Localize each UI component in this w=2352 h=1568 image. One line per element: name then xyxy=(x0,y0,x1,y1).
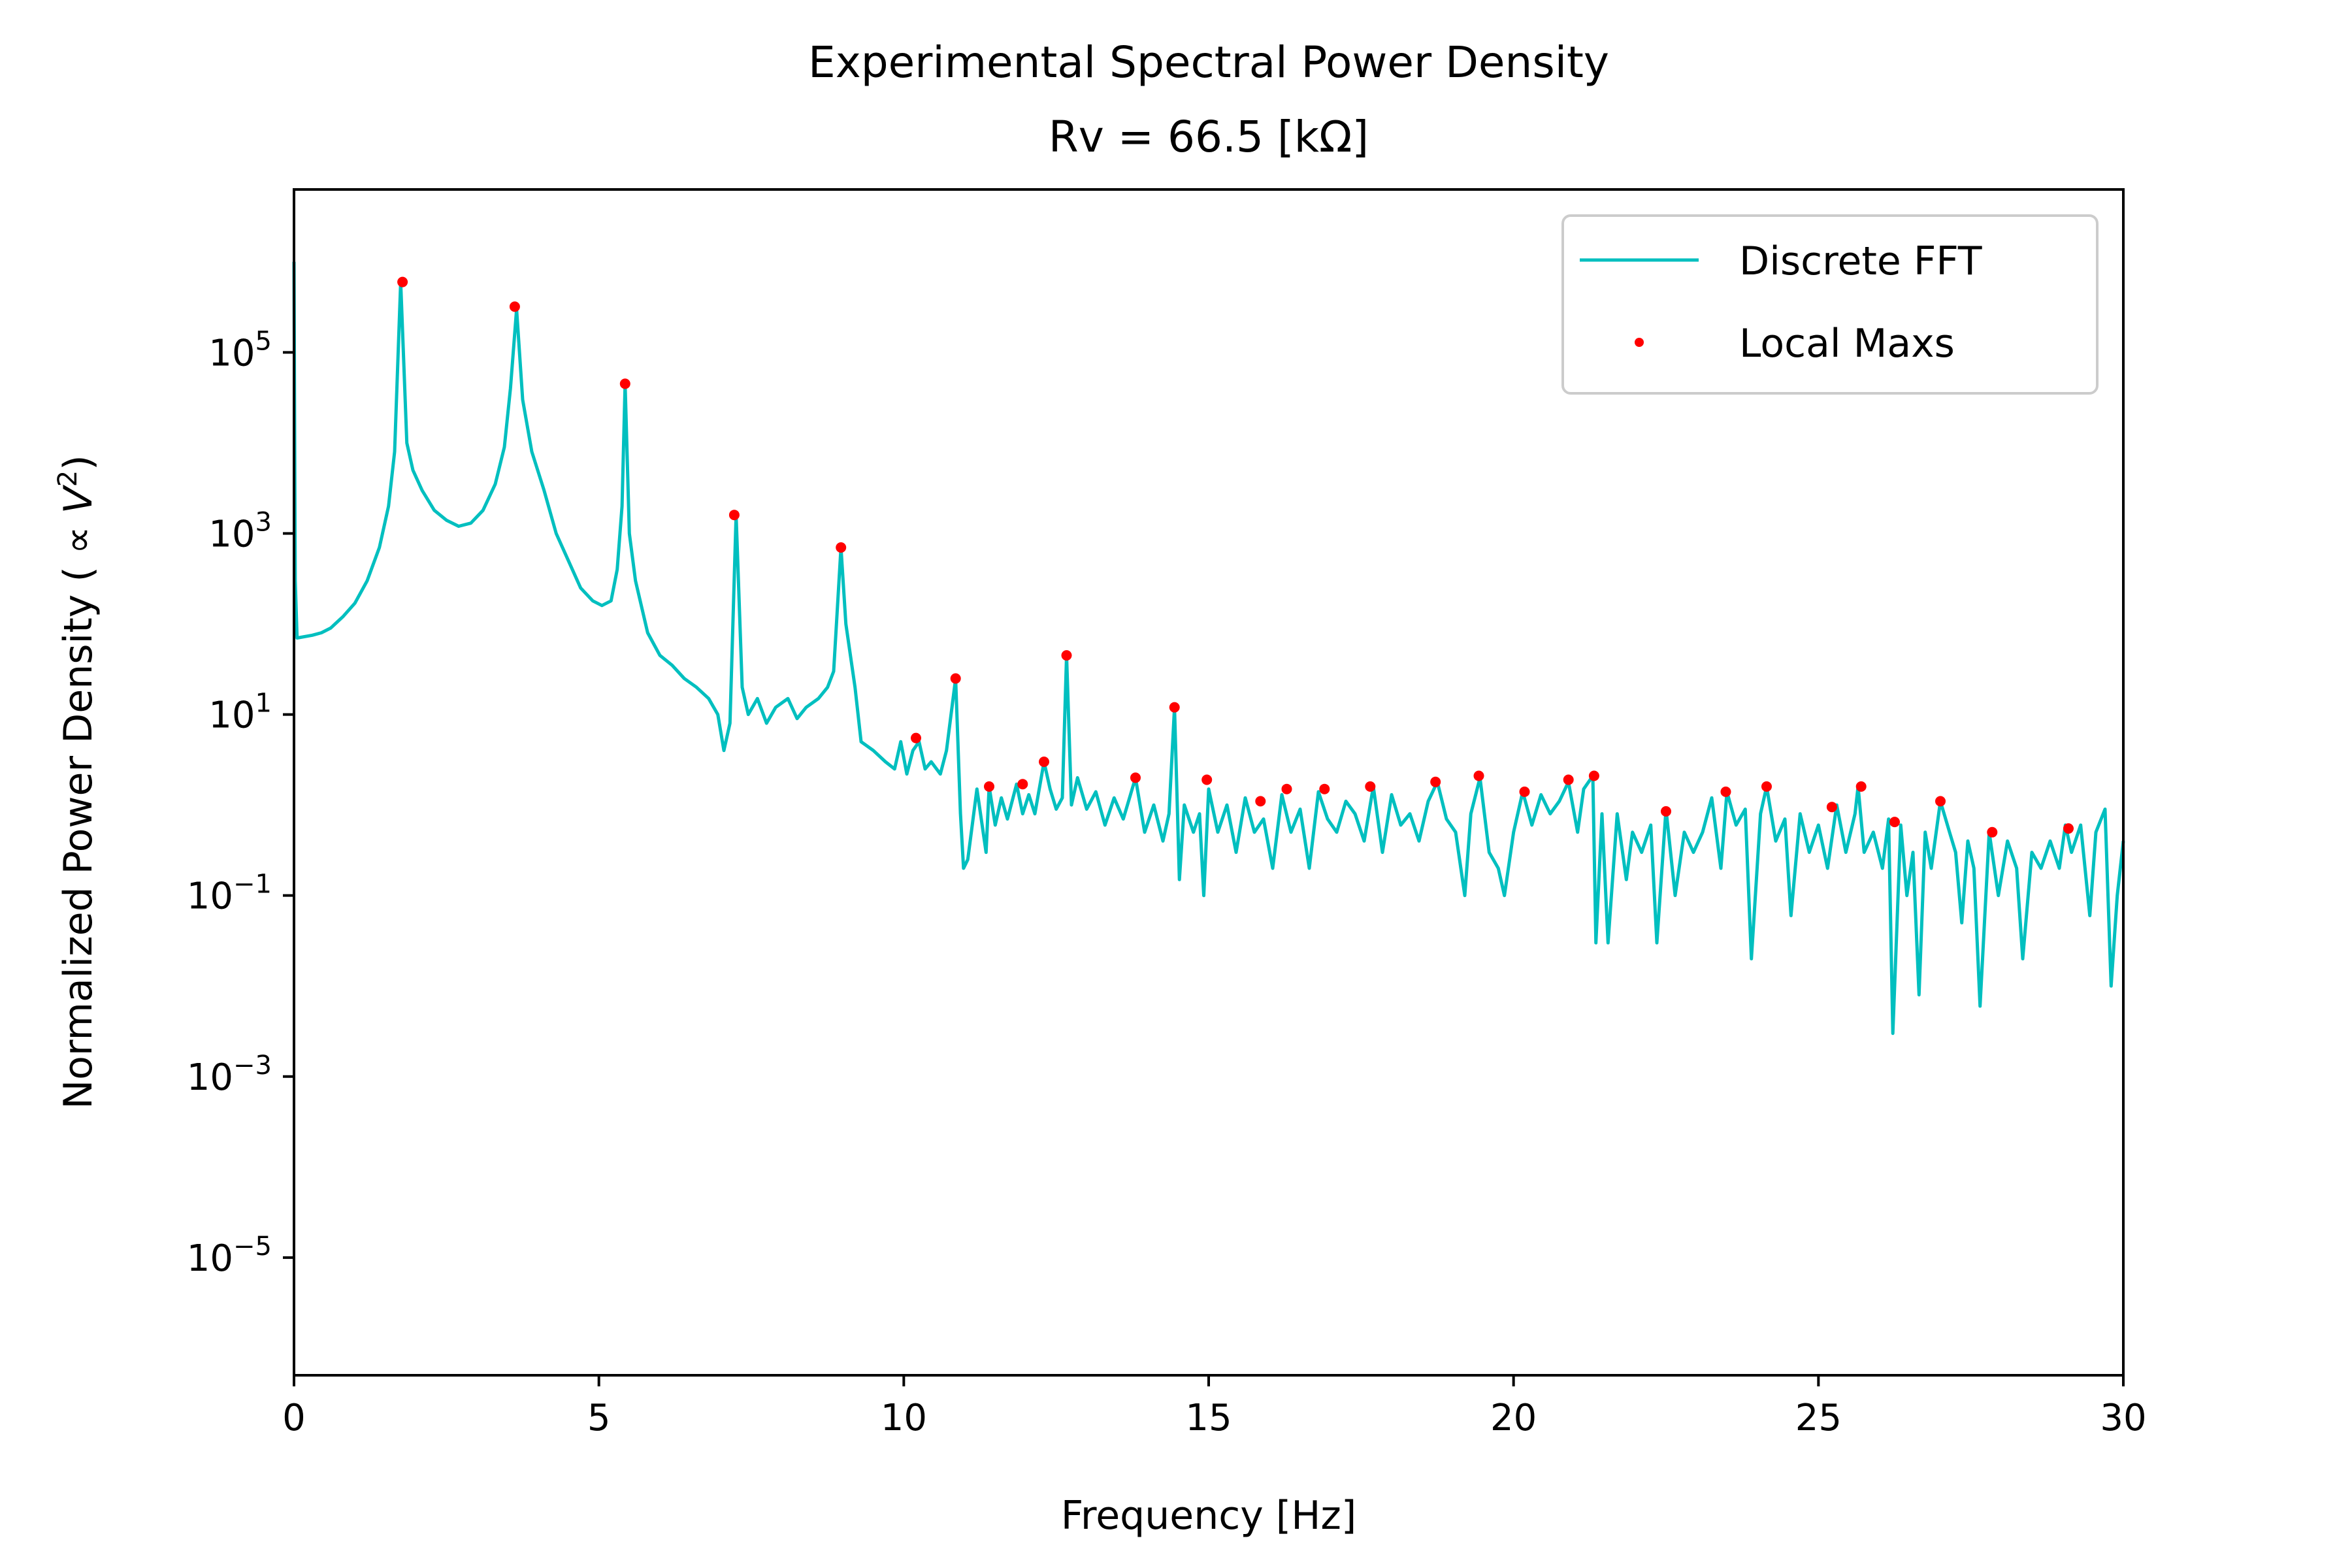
local-max-point xyxy=(1855,781,1867,792)
local-max-point xyxy=(836,542,847,553)
local-max-point xyxy=(984,781,994,792)
x-tick-label: 15 xyxy=(1185,1397,1232,1439)
local-max-point xyxy=(1826,802,1837,813)
x-tick-label: 0 xyxy=(282,1397,306,1439)
local-max-point xyxy=(1039,757,1049,767)
x-tick-label: 5 xyxy=(587,1397,611,1439)
x-tick-label: 25 xyxy=(1795,1397,1842,1439)
local-max-point xyxy=(2063,823,2074,834)
local-max-point xyxy=(1201,774,1213,785)
local-max-point xyxy=(1061,650,1072,661)
local-max-point xyxy=(1720,786,1731,797)
local-max-point xyxy=(1889,817,1900,828)
x-axis-label: Frequency [Hz] xyxy=(1061,1493,1356,1539)
local-max-point xyxy=(619,378,630,389)
chart-subtitle: Rv = 66.5 [kΩ] xyxy=(1049,112,1369,162)
local-max-point xyxy=(1169,702,1180,713)
legend-label-maxima: Local Maxs xyxy=(1739,321,1955,367)
y-tick-label: 103 xyxy=(208,507,272,555)
local-max-point xyxy=(1365,781,1376,792)
legend-label-fft: Discrete FFT xyxy=(1739,238,1982,284)
local-max-point xyxy=(1130,772,1141,783)
plot-content xyxy=(283,261,2125,1386)
x-tick-label: 20 xyxy=(1490,1397,1537,1439)
y-tick-label: 10−3 xyxy=(187,1051,272,1099)
local-max-point xyxy=(509,301,520,312)
local-max-point xyxy=(1935,796,1946,807)
local-max-point xyxy=(728,510,740,521)
y-axis-label-text: Normalized Power Density ( ∝ xyxy=(56,514,101,1109)
local-max-point xyxy=(1255,796,1266,807)
y-axis-label-close: ) xyxy=(56,455,101,470)
y-tick-label: 101 xyxy=(208,689,272,737)
local-max-point xyxy=(1430,776,1441,787)
local-max-point xyxy=(1473,770,1484,781)
local-max-point xyxy=(1588,770,1599,781)
y-tick-label: 105 xyxy=(208,326,272,374)
local-max-point xyxy=(911,732,921,743)
local-max-point xyxy=(1519,786,1530,797)
local-max-point xyxy=(1017,779,1028,790)
axis-ticks xyxy=(283,351,2125,1386)
local-max-markers xyxy=(397,276,2074,838)
local-max-point xyxy=(1563,774,1574,785)
x-tick-label: 10 xyxy=(881,1397,927,1439)
local-max-point xyxy=(1987,826,1998,838)
y-tick-label: 10−1 xyxy=(187,870,272,918)
fft-series-line xyxy=(292,261,2125,1036)
y-tick-label: 10−5 xyxy=(187,1232,272,1280)
legend: Discrete FFT Local Maxs xyxy=(1561,214,2099,395)
plot-frame xyxy=(293,188,2125,1377)
local-max-point xyxy=(1281,783,1292,794)
local-max-point xyxy=(1661,806,1671,817)
y-axis-label-var: V xyxy=(56,484,101,514)
chart-title: Experimental Spectral Power Density xyxy=(808,37,1609,88)
legend-marker-swatch xyxy=(1635,338,1644,347)
x-tick-label: 30 xyxy=(2100,1397,2146,1439)
local-max-point xyxy=(1761,781,1772,792)
local-max-point xyxy=(950,673,961,684)
local-max-point xyxy=(1319,783,1330,794)
y-axis-label-exp: 2 xyxy=(53,470,83,487)
local-max-point xyxy=(397,276,408,287)
y-axis-label: Normalized Power Density ( ∝ V2) xyxy=(53,455,101,1109)
